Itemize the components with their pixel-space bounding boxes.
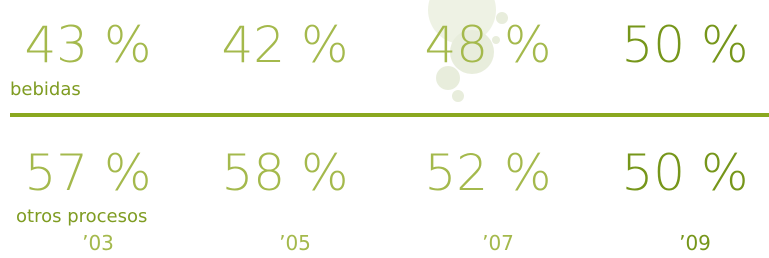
percent: 43 % [24,16,151,74]
year: ’07 [482,231,514,255]
percent: 50 % [621,144,748,202]
percent: 42 % [221,16,348,74]
percent: 57 % [24,144,151,202]
divider [10,113,769,117]
year: ’05 [279,231,311,255]
percent: 50 % [621,16,748,74]
percent: 58 % [221,144,348,202]
year: ’03 [82,231,114,255]
percent: 52 % [424,144,551,202]
year: ’09 [679,231,711,255]
infographic: 43 % 42 % 48 % 50 % bebidas 57 % 58 % 52 % 50 % o… [0,0,769,258]
percent: 48 % [424,16,551,74]
row-label: bebidas [10,79,81,100]
row-label: otros procesos [16,206,147,227]
